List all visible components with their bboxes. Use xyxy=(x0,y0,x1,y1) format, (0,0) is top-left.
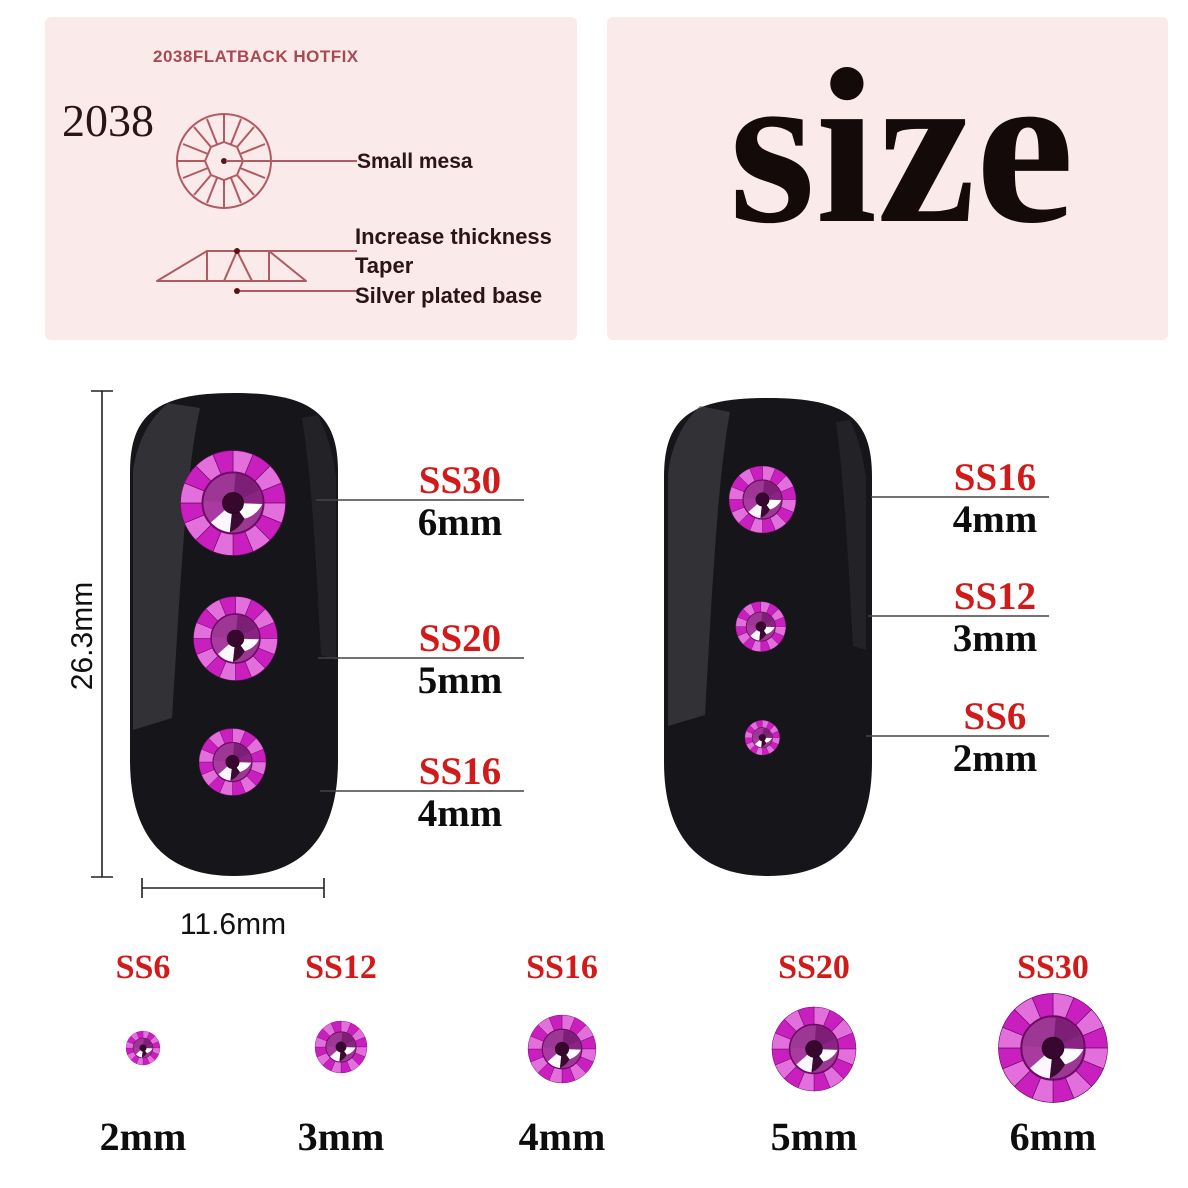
svg-text:3mm: 3mm xyxy=(953,617,1037,660)
svg-text:SS12: SS12 xyxy=(954,575,1036,618)
svg-text:5mm: 5mm xyxy=(771,1114,858,1159)
svg-text:2mm: 2mm xyxy=(100,1114,187,1159)
svg-text:SS30: SS30 xyxy=(419,459,501,502)
svg-text:SS16: SS16 xyxy=(526,949,598,986)
svg-text:SS12: SS12 xyxy=(305,949,377,986)
svg-text:26.3mm: 26.3mm xyxy=(66,582,99,690)
svg-text:SS6: SS6 xyxy=(964,695,1027,738)
svg-text:4mm: 4mm xyxy=(418,792,502,835)
svg-text:3mm: 3mm xyxy=(298,1114,385,1159)
svg-text:5mm: 5mm xyxy=(418,659,502,702)
svg-text:SS30: SS30 xyxy=(1017,949,1089,986)
svg-text:4mm: 4mm xyxy=(519,1114,606,1159)
svg-text:2mm: 2mm xyxy=(953,737,1037,780)
svg-text:6mm: 6mm xyxy=(1010,1114,1097,1159)
svg-text:SS16: SS16 xyxy=(419,750,501,793)
svg-text:SS6: SS6 xyxy=(116,949,171,986)
svg-text:4mm: 4mm xyxy=(953,498,1037,541)
svg-text:11.6mm: 11.6mm xyxy=(180,908,286,941)
svg-text:SS20: SS20 xyxy=(778,949,850,986)
svg-text:6mm: 6mm xyxy=(418,501,502,544)
svg-text:SS16: SS16 xyxy=(954,456,1036,499)
svg-text:SS20: SS20 xyxy=(419,617,501,660)
